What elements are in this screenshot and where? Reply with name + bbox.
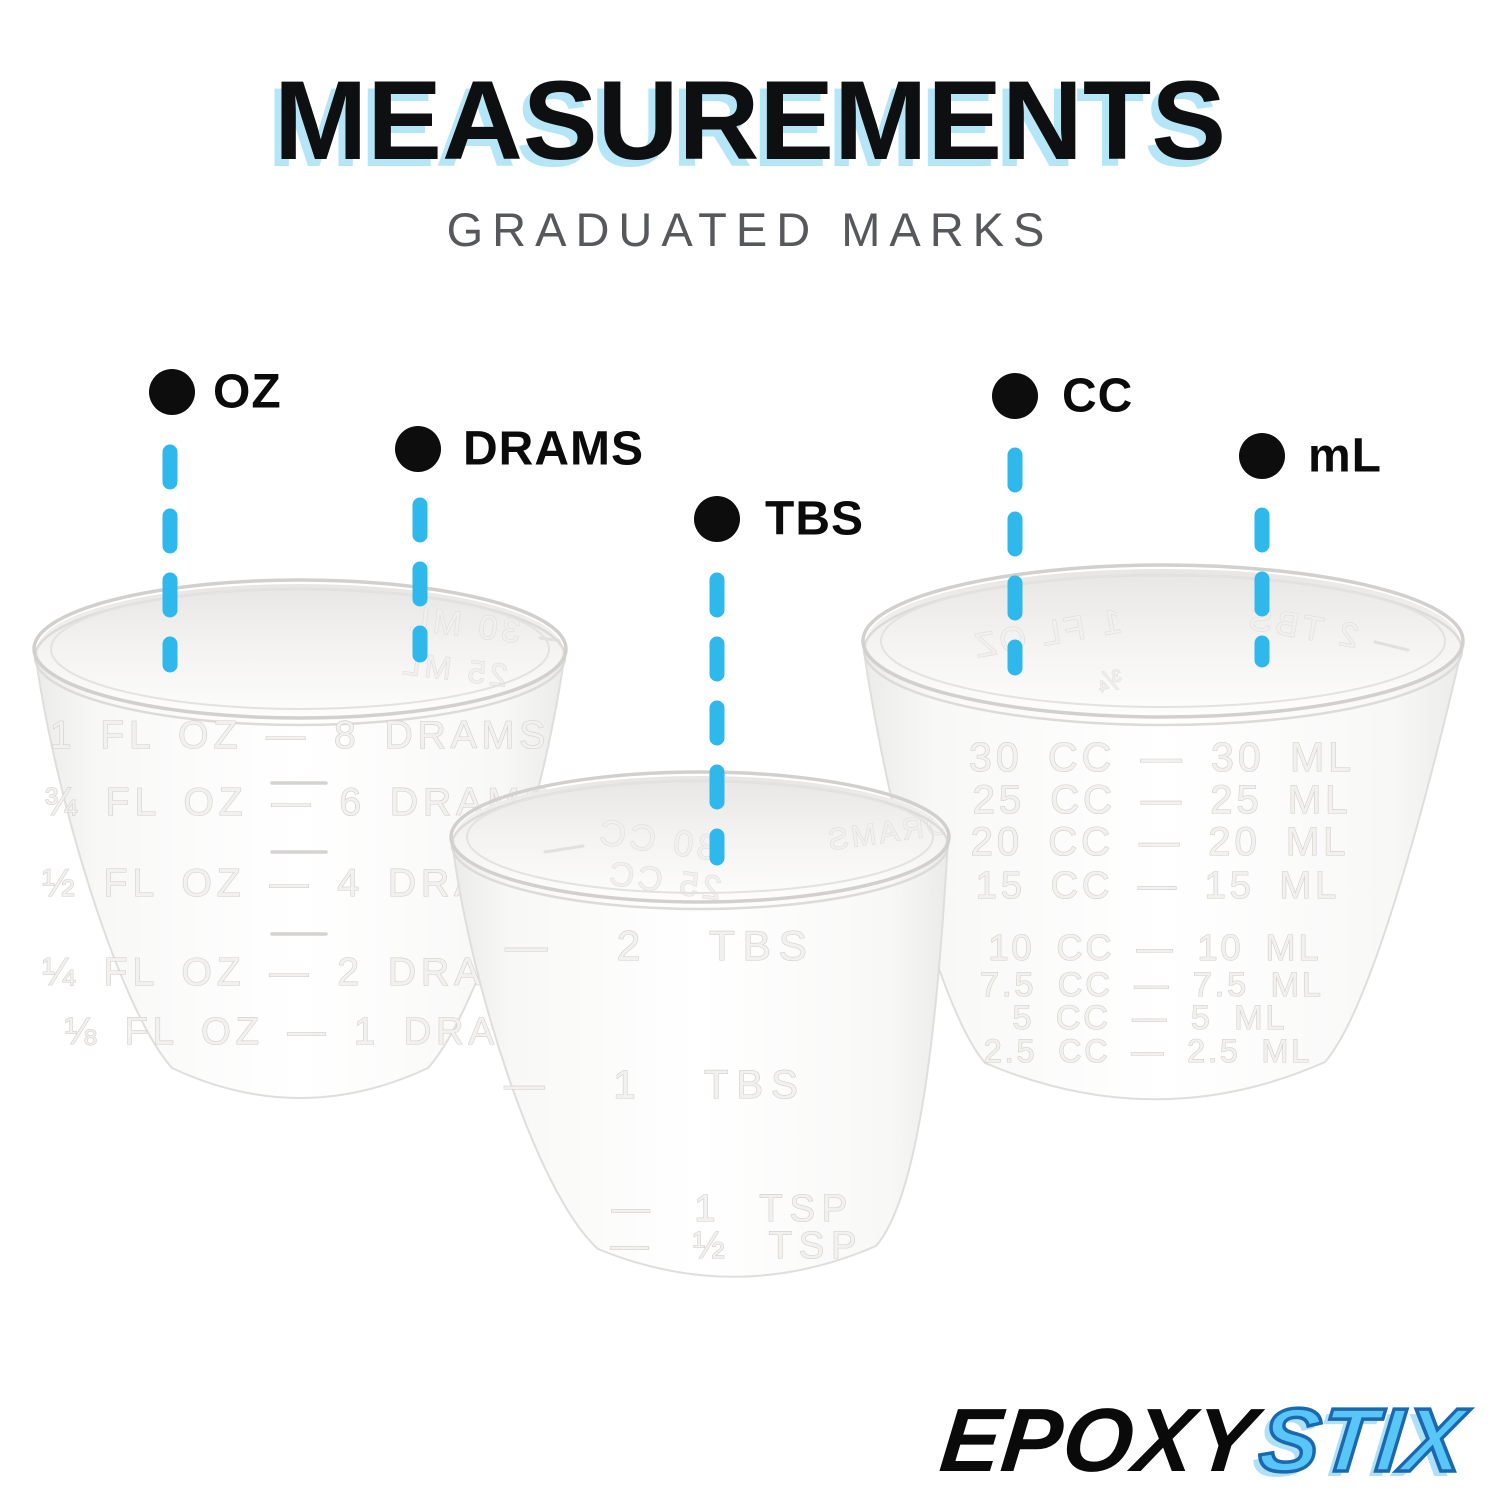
cup-interior-mark: ¾ (1096, 664, 1124, 698)
drams-dot (395, 426, 441, 472)
callout-leaders (149, 369, 1285, 866)
cup-rim (32, 578, 568, 720)
graduation-row: 7.5 CC — 7.5 ML (980, 966, 1324, 1004)
callout-label-ml: mL (1308, 429, 1382, 483)
cup-rim-inner (50, 588, 550, 710)
graduation-row: — 1 TSP (612, 1188, 854, 1230)
graduation-row: 15 CC — 15 ML (976, 865, 1340, 907)
graduation-row: 2.5 CC — 2.5 ML (984, 1033, 1312, 1069)
graduation-row: 10 CC — 10 ML (988, 927, 1321, 968)
graduation-row: ¼ FL OZ — 2 DRAMS (42, 951, 553, 994)
cup-tbs-tsp: 30 CC 25 CC DRAMS — 2 TBS — 1 TBS — 1 TS… (449, 770, 951, 1278)
graduation-row: 5 CC — 5 ML (1013, 999, 1288, 1037)
graduation-row: ¾ FL OZ — 6 DRAMS (44, 781, 555, 824)
tbs-dot (694, 496, 740, 542)
cup-rim-inner (466, 780, 934, 894)
page-subtitle: GRADUATED MARKS (446, 203, 1054, 256)
graduation-row: 25 CC — 25 ML (973, 778, 1352, 822)
callout-label-drams: DRAMS (463, 422, 644, 476)
graduation-row: 20 CC — 20 ML (971, 820, 1350, 864)
graduation-row: ⅛ FL OZ — 1 DRAM (64, 1011, 535, 1053)
callout-label-tbs: TBS (765, 492, 864, 546)
ml-dot (1239, 433, 1285, 479)
graduation-row: 1 FL OZ — 8 DRAMS (50, 714, 551, 757)
cc-dot (992, 373, 1038, 419)
cup-cc-ml: 1 FL OZ ¾ 2 TBS 30 CC — 30 ML 25 CC — 25… (861, 563, 1465, 1101)
oz-dot (149, 369, 195, 415)
graduation-row: — ½ TSP (610, 1225, 863, 1267)
cup-opening (37, 584, 563, 716)
graduation-row: — 1 TBS (504, 1063, 806, 1107)
cup-rim (449, 770, 951, 904)
cup-opening (866, 569, 1460, 715)
graduation-row: — 2 TBS (505, 922, 815, 969)
brand-logo-epoxy: EPOXY (935, 1391, 1262, 1491)
cup-rim-inner (880, 574, 1446, 708)
cup-rim (861, 563, 1465, 719)
callout-label-oz: OZ (213, 365, 282, 419)
callout-label-cc: CC (1062, 369, 1134, 423)
graduation-row: 30 CC — 30 ML (969, 734, 1355, 780)
brand-logo-stix: STIX (1253, 1389, 1471, 1493)
brand-logo: EPOXYSTIX (935, 1389, 1471, 1493)
cup-opening (454, 776, 946, 900)
page-title: MEASUREMENTS (273, 58, 1227, 183)
